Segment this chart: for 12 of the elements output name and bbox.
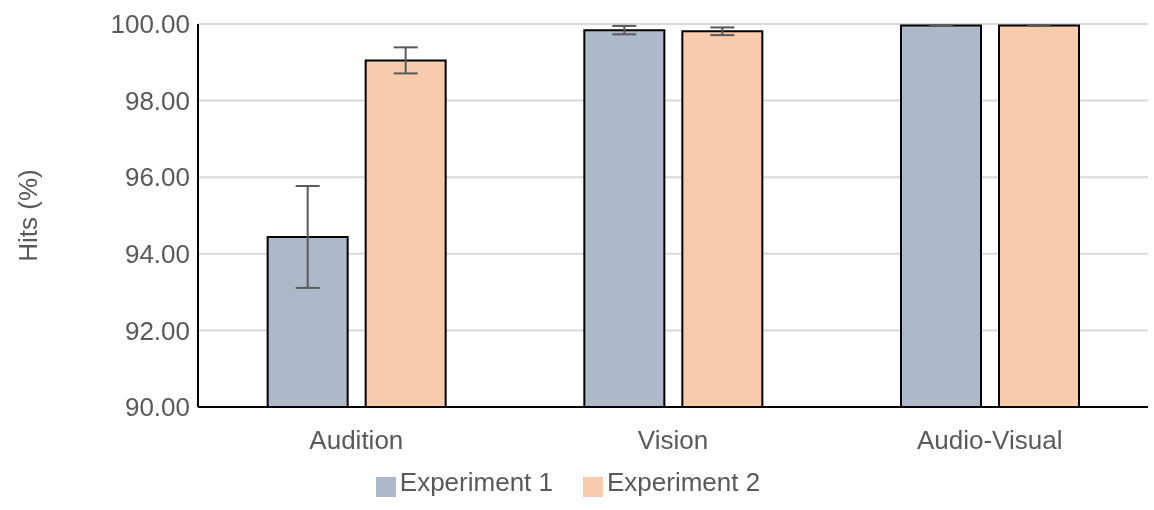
x-tick-label: Vision xyxy=(637,425,709,456)
legend-label: Experiment 2 xyxy=(607,467,761,497)
y-tick-label: 100.00 xyxy=(110,9,190,40)
y-tick-label: 96.00 xyxy=(124,162,190,193)
y-axis-title: Hits (%) xyxy=(13,169,44,262)
y-tick-label: 98.00 xyxy=(124,85,190,116)
x-tick-label: Audition xyxy=(309,425,404,456)
legend-label: Experiment 1 xyxy=(399,467,553,497)
y-tick-label: 94.00 xyxy=(124,239,190,270)
x-tick-label: Audio-Visual xyxy=(916,425,1063,456)
y-tick-label: 92.00 xyxy=(124,315,190,346)
y-tick-label: 90.00 xyxy=(124,392,190,423)
